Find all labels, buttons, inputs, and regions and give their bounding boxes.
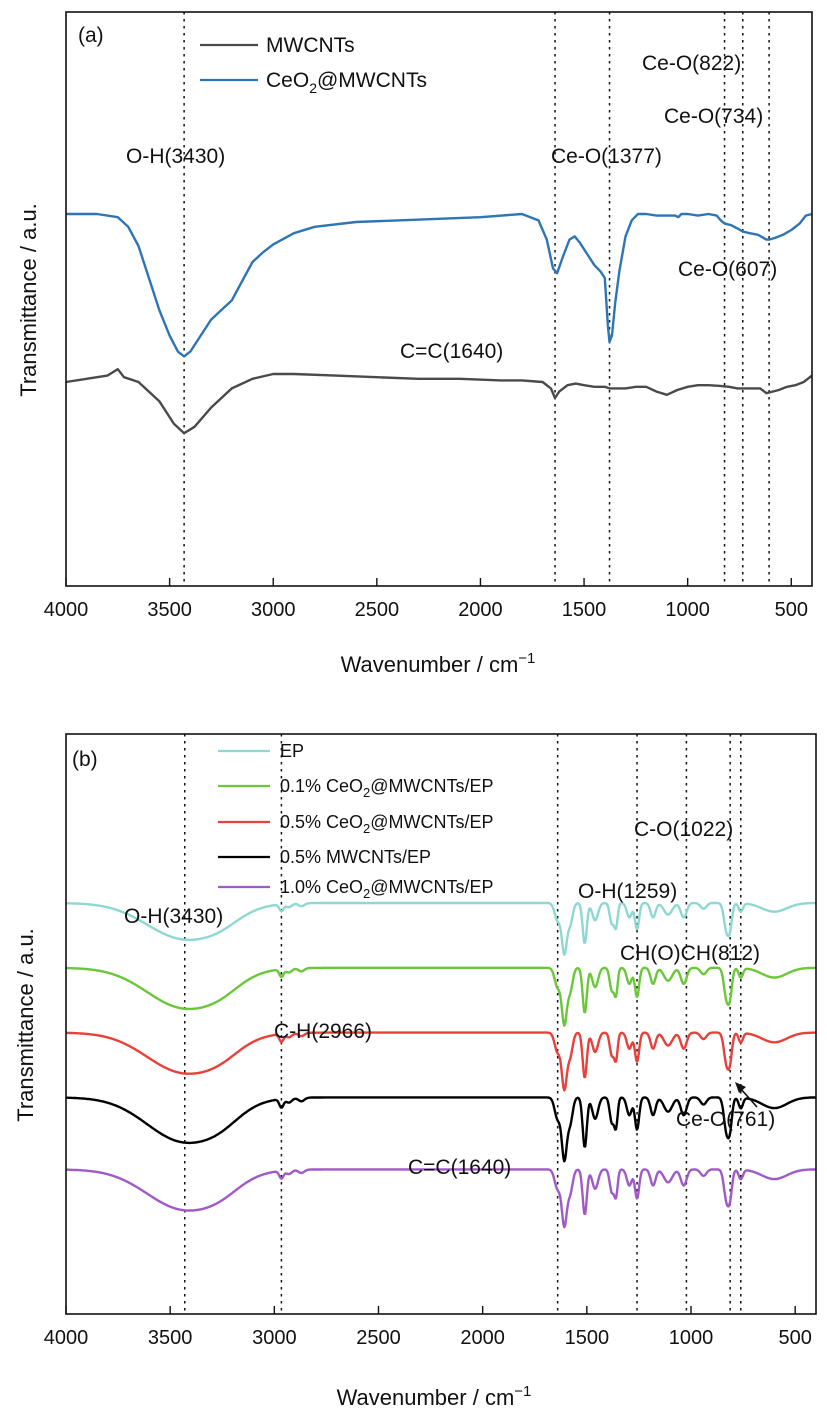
annotation-oh-1259: O-H(1259) [578,880,677,903]
legend-label-ep: EP [280,741,304,761]
panel-a-tick-label: 2500 [355,599,400,621]
annotation-oh-3430-b: O-H(3430) [124,905,223,928]
panel-b-tick-label: 2500 [356,1327,401,1349]
panel-a-series [65,212,813,435]
panel-b-series-line [65,901,817,956]
panel-b-plot-frame [65,733,817,1315]
panel-b-reference-lines [184,734,742,1314]
annotation-oh-3430: O-H(3430) [126,145,225,168]
legend-label-05-ceo2: 0.5% CeO2@MWCNTs/EP [280,812,494,836]
panel-b-series [65,901,817,1229]
annotation-ceo-607: Ce-O(607) [678,258,777,281]
arrow-ceo-761 [735,1082,758,1108]
legend-label-mwcnts: MWCNTs [266,34,355,57]
panel-a-tag: (a) [78,24,104,47]
annotation-co-1022: C-O(1022) [634,818,733,841]
legend-label-01-ceo2: 0.1% CeO2@MWCNTs/EP [280,776,494,800]
panel-a-x-axis-title: Wavenumber / cm−1 [341,650,536,677]
panel-b-y-axis-title: Transmittance / a.u. [13,928,38,1122]
panel-b-series-line [65,966,817,1027]
panel-a-series-line [65,368,813,435]
legend-label-05-mwcnts: 0.5% MWCNTs/EP [280,847,431,867]
panel-b-tick-label: 1500 [565,1327,610,1349]
annotation-cc-1640: C=C(1640) [400,340,503,363]
annotation-ceo-822: Ce-O(822) [642,52,741,75]
panel-a-x-ticks: 4000 3500 3000 2500 2000 1500 1000 500 [44,578,808,621]
panel-a-series-line [66,212,813,358]
panel-b-tick-label: 2000 [460,1327,505,1349]
annotation-ceo-1377: Ce-O(1377) [551,145,662,168]
panel-b-series-line [65,1096,817,1163]
panel-a-tick-label: 2000 [458,599,503,621]
panel-b-tick-label: 1000 [669,1327,714,1349]
panel-b-x-ticks: 4000 3500 3000 2500 2000 1500 1000 500 [44,1306,812,1349]
panel-b-chart: 4000 3500 3000 2500 2000 1500 1000 500 (b) EP 0… [13,733,817,1410]
panel-b-tick-label: 3500 [148,1327,193,1349]
panel-a-chart: 4000 3500 3000 2500 2000 1500 1000 500 (a) MWCN… [16,11,813,677]
panel-b-tick-label: 4000 [44,1327,89,1349]
annotation-ceo-734: Ce-O(734) [664,105,763,128]
annotation-ceo-761: Ce-O(761) [676,1108,775,1131]
panel-a-tick-label: 4000 [44,599,89,621]
panel-b-legend: EP 0.1% CeO2@MWCNTs/EP 0.5% CeO2@MWCNTs/… [218,741,494,901]
panel-b-series-line [65,1031,817,1092]
annotation-ch-2966: C-H(2966) [274,1020,372,1043]
panel-b-series-line [65,1168,817,1229]
panel-a-tick-label: 500 [775,599,808,621]
legend-label-10-ceo2: 1.0% CeO2@MWCNTs/EP [280,877,494,901]
panel-a-tick-label: 3500 [147,599,192,621]
panel-b-tick-label: 3000 [252,1327,297,1349]
panel-b-tag: (b) [72,748,98,771]
legend-label-ceo2-mwcnts: CeO2@MWCNTs [266,69,427,96]
panel-a-legend: MWCNTs CeO2@MWCNTs [200,34,427,96]
annotation-cc-1640-b: C=C(1640) [408,1156,511,1179]
panel-b-tick-label: 500 [778,1327,811,1349]
panel-a-reference-lines [183,12,770,586]
panel-a-tick-label: 1500 [562,599,607,621]
panel-a-tick-label: 3000 [251,599,296,621]
panel-a-tick-label: 1000 [665,599,710,621]
panel-b-x-axis-title: Wavenumber / cm−1 [337,1383,532,1410]
annotation-chch-812: CH(O)CH(812) [620,942,760,965]
panel-a-plot-frame [65,11,813,587]
panel-a-y-axis-title: Transmittance / a.u. [16,203,41,397]
